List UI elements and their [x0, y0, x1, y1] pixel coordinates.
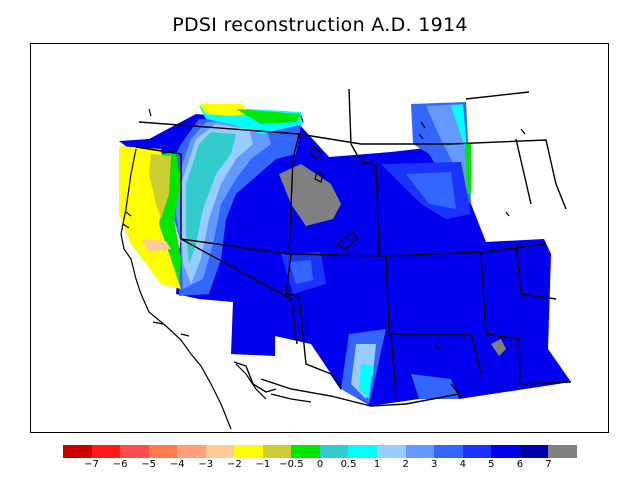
legend-tick-label: 1	[373, 459, 381, 470]
legend-tick-label: −1	[255, 459, 271, 470]
legend-swatch	[63, 445, 92, 458]
legend-swatch	[462, 445, 492, 458]
legend-swatch	[377, 445, 406, 458]
legend-swatch	[177, 445, 206, 458]
lakes	[148, 108, 526, 350]
legend-tick-label: 6	[516, 459, 524, 470]
legend-swatch	[120, 445, 149, 458]
legend-swatch	[205, 445, 235, 458]
legend-tick-label: 7	[545, 459, 552, 470]
pdsi-field	[119, 102, 571, 406]
legend-tick-label: −3	[198, 459, 214, 470]
map-panel	[30, 43, 609, 433]
legend-tick-label: 3	[431, 459, 438, 470]
legend-swatch	[262, 445, 292, 458]
legend-tick-label: −5	[141, 459, 157, 470]
legend-tick-label: 5	[488, 459, 495, 470]
legend-swatch	[91, 445, 121, 458]
legend-tick-label: 0	[316, 459, 324, 470]
legend-tick-label: 2	[402, 459, 409, 470]
legend-tick-label: −7	[84, 459, 99, 470]
legend-swatch	[319, 445, 349, 458]
legend-swatch	[291, 445, 320, 458]
legend-swatch	[348, 445, 378, 458]
legend-color-bar	[63, 445, 577, 458]
legend-tick-label: −0.5	[279, 459, 304, 470]
legend-swatch	[148, 445, 178, 458]
legend-swatch	[548, 445, 577, 458]
pdsi-map	[119, 88, 572, 430]
legend-tick-label: 0.5	[340, 459, 357, 470]
legend-tick-label: −4	[169, 459, 185, 470]
legend-swatch	[234, 445, 263, 458]
map-title: PDSI reconstruction A.D. 1914	[172, 14, 468, 36]
legend-swatch	[405, 445, 435, 458]
legend-swatch	[491, 445, 520, 458]
legend-tick-label: −2	[226, 459, 242, 470]
legend-tick-label: 4	[459, 459, 466, 470]
coastline	[120, 148, 312, 430]
color-legend: −7 −6 −5 −4 −3 −2 −1 −0.5 0 0.5 1 2 3 4 5 6 7	[63, 445, 577, 473]
legend-tick-label: −6	[112, 459, 128, 470]
legend-swatch	[434, 445, 463, 458]
legend-swatch	[519, 445, 549, 458]
